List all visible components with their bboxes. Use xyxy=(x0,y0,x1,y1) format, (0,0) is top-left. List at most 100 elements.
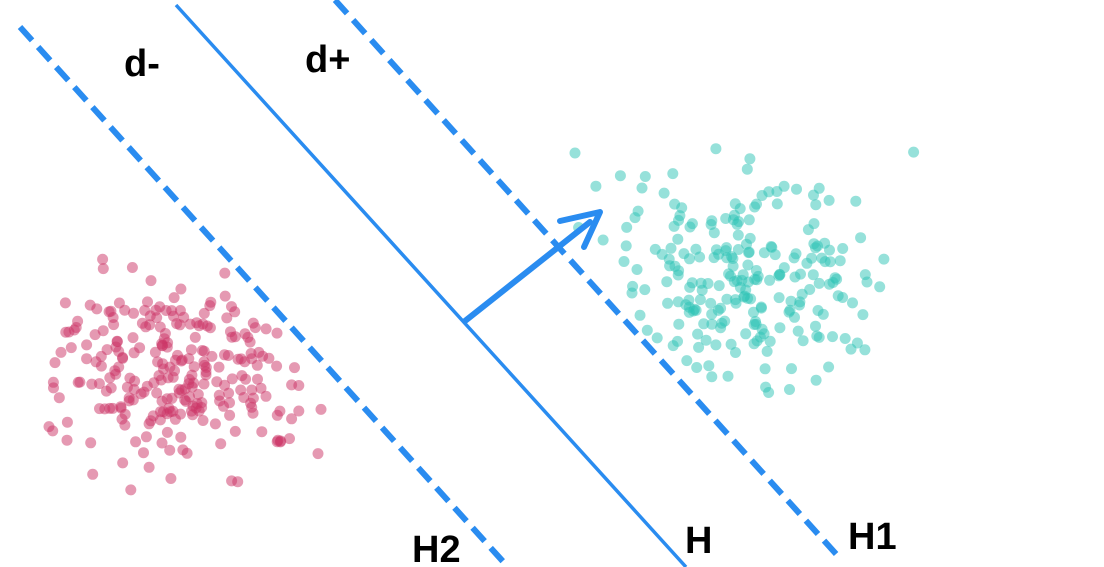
h1-label: H1 xyxy=(848,516,897,558)
negative-point xyxy=(175,431,187,443)
positive-point xyxy=(710,143,722,155)
positive-point xyxy=(778,262,790,274)
positive-point xyxy=(706,215,718,227)
positive-point xyxy=(731,218,743,230)
negative-point xyxy=(81,353,93,365)
positive-point xyxy=(764,335,776,347)
negative-point xyxy=(271,409,283,421)
negative-point xyxy=(72,315,84,327)
negative-point xyxy=(115,401,127,413)
negative-point xyxy=(197,415,209,426)
positive-point xyxy=(698,318,710,330)
negative-point xyxy=(105,305,117,317)
positive-point xyxy=(634,309,646,321)
negative-point xyxy=(226,373,238,385)
positive-point xyxy=(784,304,796,316)
negative-point xyxy=(200,369,212,381)
positive-point xyxy=(806,252,818,264)
negative-point xyxy=(219,290,231,302)
positive-point xyxy=(732,229,744,241)
positive-point xyxy=(761,345,773,357)
positive-point xyxy=(824,256,836,268)
positive-point xyxy=(700,334,712,346)
negative-point xyxy=(181,447,193,459)
positive-point xyxy=(785,295,797,307)
negative-point xyxy=(154,301,166,313)
h2-margin-line xyxy=(17,24,511,567)
negative-point xyxy=(89,329,101,341)
negative-point xyxy=(180,395,192,407)
negative-point xyxy=(85,437,97,449)
negative-point xyxy=(260,323,272,335)
positive-point xyxy=(827,277,839,288)
positive-point xyxy=(672,233,684,245)
positive-point xyxy=(614,170,626,182)
positive-point xyxy=(788,252,800,264)
negative-point xyxy=(87,468,99,480)
positive-point xyxy=(651,332,663,344)
positive-point xyxy=(725,338,737,350)
negative-point xyxy=(271,360,283,372)
negative-point xyxy=(100,385,112,397)
positive-point xyxy=(693,341,705,353)
positive-point xyxy=(813,182,825,194)
negative-point xyxy=(312,448,324,460)
positive-point xyxy=(669,260,681,272)
positive-point xyxy=(722,370,734,382)
positive-point xyxy=(667,168,679,180)
negative-point xyxy=(135,388,147,400)
h2-label: H2 xyxy=(412,529,461,567)
negative-point xyxy=(149,346,161,358)
negative-point xyxy=(151,387,163,399)
positive-point xyxy=(713,280,725,292)
negative-point xyxy=(185,344,197,356)
positive-point xyxy=(834,255,846,267)
positive-point xyxy=(771,186,783,197)
negative-point xyxy=(119,304,131,316)
d-plus-label: d+ xyxy=(305,39,350,81)
negative-point xyxy=(293,405,305,417)
positive-point xyxy=(823,361,835,373)
positive-point xyxy=(794,299,805,311)
negative-point xyxy=(68,324,80,336)
negative-point xyxy=(289,362,300,374)
positive-point xyxy=(850,195,862,207)
positive-point xyxy=(908,146,920,158)
positive-point xyxy=(721,293,733,305)
negative-point xyxy=(81,339,93,351)
negative-point xyxy=(99,403,111,415)
negative-point xyxy=(136,317,148,329)
negative-point xyxy=(119,419,131,431)
normal-vector-arrow xyxy=(462,209,603,324)
negative-point xyxy=(162,337,174,349)
positive-point xyxy=(636,182,648,194)
positive-point xyxy=(681,355,693,367)
positive-point xyxy=(691,362,703,373)
positive-point xyxy=(732,244,744,255)
negative-point xyxy=(140,431,152,443)
negative-point xyxy=(249,322,261,334)
positive-point xyxy=(797,335,809,347)
positive-point xyxy=(847,297,858,309)
positive-point xyxy=(771,198,783,210)
negative-point xyxy=(127,394,139,406)
positive-point xyxy=(748,319,760,330)
negative-point xyxy=(224,409,236,421)
positive-point xyxy=(758,247,770,259)
negative-point xyxy=(86,378,98,390)
negative-point xyxy=(256,426,268,438)
positive-point xyxy=(684,253,695,265)
negative-point xyxy=(165,473,177,484)
negative-point xyxy=(271,327,283,339)
negative-point xyxy=(151,312,163,324)
positive-point xyxy=(590,180,602,192)
negative-point xyxy=(138,447,149,459)
negative-point xyxy=(143,461,155,473)
negative-class-points xyxy=(43,253,327,496)
negative-point xyxy=(59,297,71,309)
negative-point xyxy=(174,305,186,316)
positive-point xyxy=(706,371,718,383)
positive-point xyxy=(773,292,785,304)
positive-point xyxy=(812,305,824,316)
